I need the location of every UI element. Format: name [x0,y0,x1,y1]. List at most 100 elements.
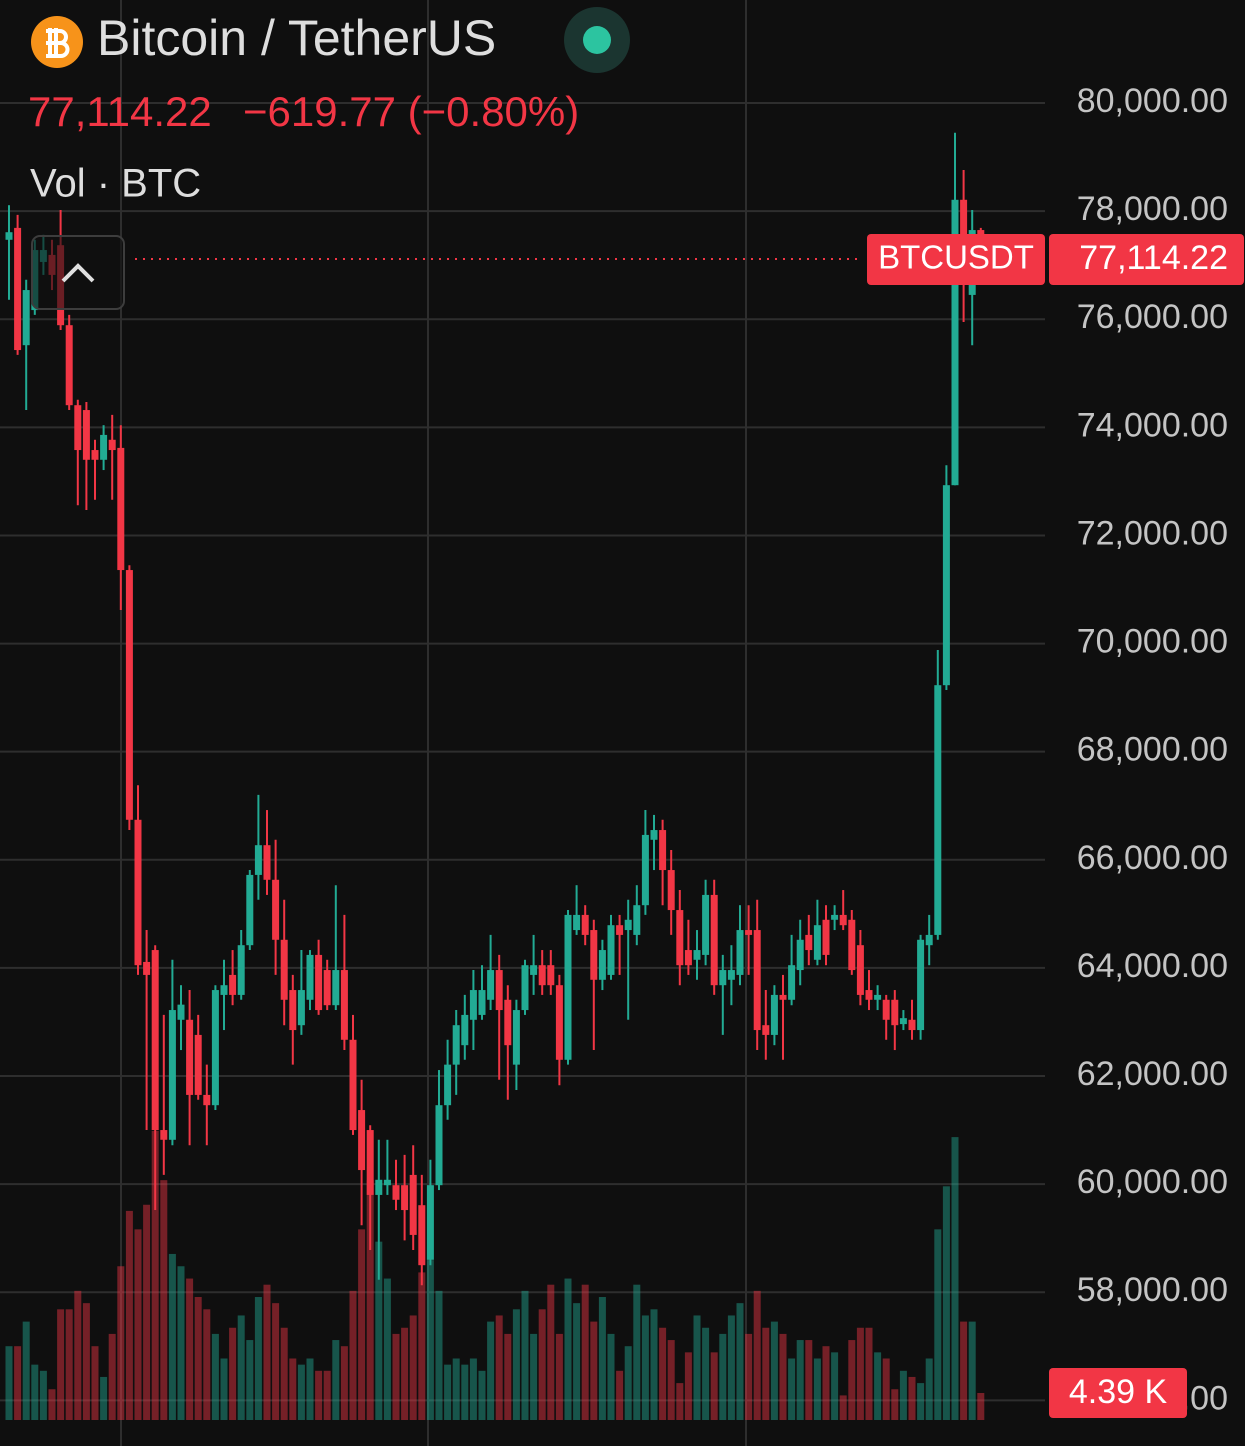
candle-body [358,1110,366,1171]
volume-bar [134,1229,142,1420]
candle-body [882,999,890,1020]
volume-bar [796,1340,804,1420]
candle-body [745,930,753,935]
collapse-button[interactable] [31,235,125,310]
symbol-title: Bitcoin / TetherUS [97,10,496,66]
volume-bar [856,1327,864,1420]
volume-bar [762,1327,770,1420]
candle-body [74,405,82,451]
candle-body [366,1130,374,1195]
candle-body [917,939,925,1031]
candle-body [297,990,305,1026]
volume-bar [487,1321,495,1420]
candle-body [590,930,598,980]
y-tick-label: 78,000.00 [1077,190,1228,228]
candle-body [14,227,22,351]
volume-bar [667,1340,675,1420]
volume-bar [117,1266,125,1420]
volume-bar [358,1229,366,1420]
candle-body [194,1034,202,1095]
volume-bar [272,1303,280,1420]
coin-glyph [46,28,70,58]
volume-bar [461,1364,469,1420]
y-tick-label: 80,000.00 [1077,82,1228,120]
candle-body [220,985,228,995]
volume-bar [203,1309,211,1420]
y-tick-label: 72,000.00 [1077,514,1228,552]
candle-body [401,1185,409,1211]
candle-body [444,1064,452,1106]
volume-bar [125,1210,133,1420]
candle-body [168,1010,176,1140]
candle-body [848,919,856,971]
candle-body [934,685,942,935]
volume-bar [469,1358,477,1420]
volume-bar [349,1290,357,1420]
volume-bar [650,1309,658,1420]
volume-bar [555,1333,563,1420]
candle-body [530,965,538,975]
candle-body [435,1105,443,1186]
y-tick-label: 60,000.00 [1077,1163,1228,1201]
volume-bar [315,1370,323,1420]
candle-body [469,990,477,1020]
candle-body [263,845,271,880]
volume-bar [641,1315,649,1420]
volume-bar [280,1327,288,1420]
candle-body [839,914,847,926]
candle-body [65,325,73,406]
candle-body [306,954,314,1000]
volume-bar [332,1340,340,1420]
volume-bar [237,1315,245,1420]
candle-body [134,819,142,966]
volume-bar [753,1290,761,1420]
candle-body [280,939,288,1000]
candle-body [633,905,641,935]
volume-bar [418,1272,426,1420]
volume-bar [297,1364,305,1420]
volume-bar [478,1370,486,1420]
candle-body [323,970,331,1006]
volume-bar [891,1389,899,1420]
candle-body [736,930,744,975]
candle-body [598,950,606,980]
candle-body [409,1174,417,1235]
volume-bar [598,1297,606,1420]
candle-body [650,830,658,840]
candle-body [22,290,30,346]
volume-bar [521,1290,529,1420]
candle-body [813,925,821,960]
volume-bar [444,1364,452,1420]
volume-bar [186,1278,194,1420]
candles [5,132,985,1286]
candle-body [487,970,495,1000]
volume-bar [693,1315,701,1420]
volume-bar [951,1137,959,1420]
volume-bar [91,1346,99,1420]
candle-body [125,570,133,820]
volume-bar [736,1303,744,1420]
volume-bar [323,1370,331,1420]
price-change: −619.77 (−0.80%) [243,88,579,135]
candle-body [383,1179,391,1186]
candle-body [607,925,615,975]
volume-tag [1049,1368,1187,1419]
volume-bar [401,1327,409,1420]
volume-bar [254,1297,262,1420]
volume-bar [684,1352,692,1420]
volume-bar [865,1327,873,1420]
candle-body [512,1010,520,1065]
candle-body [211,990,219,1106]
volume-bar [899,1370,907,1420]
candle-body [779,994,787,1000]
candle-body [521,965,529,1011]
candle-body [186,1019,194,1095]
candle-body [770,994,778,1035]
volume-bar [710,1352,718,1420]
y-tick-label: 68,000.00 [1077,731,1228,769]
candle-body [160,1130,168,1140]
volume-bar [874,1352,882,1420]
candle-body [942,485,950,686]
volume-bar [960,1321,968,1420]
